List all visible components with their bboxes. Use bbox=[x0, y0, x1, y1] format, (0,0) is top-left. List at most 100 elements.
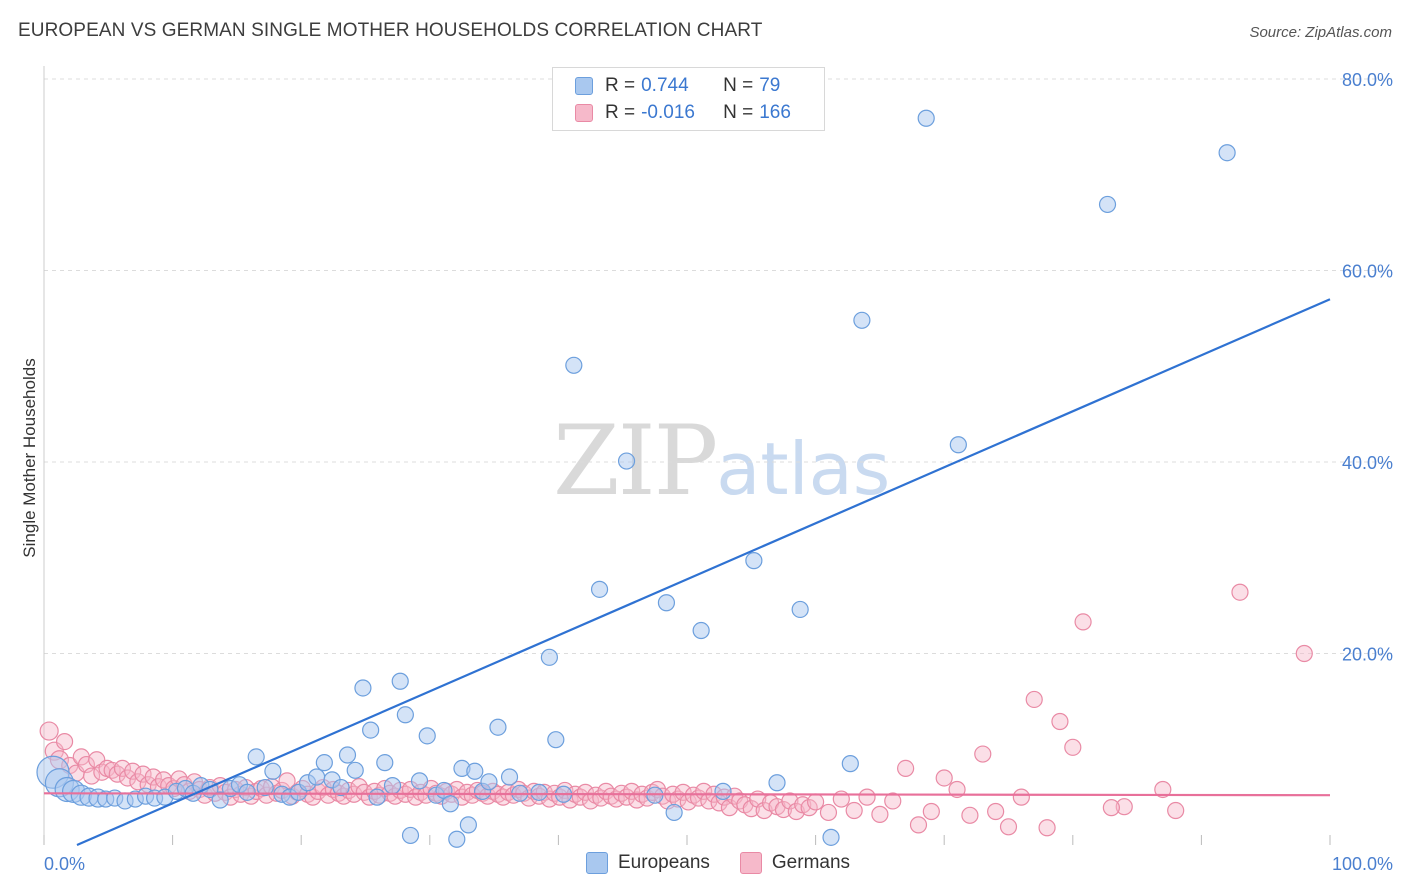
european-point bbox=[949, 436, 967, 454]
european-point bbox=[396, 706, 414, 724]
european-point bbox=[308, 768, 326, 786]
european-point bbox=[768, 774, 786, 792]
chart-title: EUROPEAN VS GERMAN SINGLE MOTHER HOUSEHO… bbox=[18, 20, 763, 41]
european-point bbox=[459, 816, 477, 834]
german-point bbox=[999, 818, 1018, 836]
european-point bbox=[362, 721, 380, 739]
european-point bbox=[530, 783, 548, 801]
series-legend: Europeans Germans bbox=[586, 852, 880, 874]
legend-r-value: -0.016 bbox=[641, 102, 695, 123]
european-point bbox=[410, 772, 429, 790]
german-point bbox=[961, 806, 979, 824]
german-point bbox=[800, 799, 818, 817]
german-point bbox=[781, 792, 799, 810]
german-point bbox=[819, 803, 838, 822]
european-point bbox=[332, 778, 350, 797]
european-point bbox=[1098, 195, 1117, 214]
german-point bbox=[1167, 801, 1185, 820]
european-point bbox=[617, 452, 636, 470]
european-point bbox=[822, 828, 840, 846]
german-point bbox=[1115, 798, 1133, 816]
german-point bbox=[1102, 799, 1120, 817]
german-point bbox=[871, 805, 889, 823]
legend-r-label: R = bbox=[605, 102, 636, 123]
german-point bbox=[82, 767, 101, 785]
legend-row-europeans: R = 0.744 N = 79 bbox=[575, 73, 780, 99]
german-point bbox=[858, 788, 876, 806]
european-point bbox=[841, 755, 859, 773]
legend-n-label: N = bbox=[723, 75, 754, 96]
legend-n-value: 79 bbox=[759, 75, 781, 96]
german-point bbox=[1038, 819, 1056, 837]
european-point bbox=[264, 762, 282, 780]
german-point bbox=[576, 783, 595, 801]
european-point bbox=[383, 777, 402, 795]
european-point bbox=[853, 311, 871, 329]
european-point bbox=[657, 594, 676, 612]
european-point bbox=[238, 783, 256, 801]
european-point bbox=[489, 718, 507, 736]
european-point bbox=[466, 762, 484, 780]
german-point bbox=[1051, 712, 1069, 731]
x-tick-label: 0.0% bbox=[44, 854, 85, 874]
german-point bbox=[884, 792, 902, 810]
european-point bbox=[500, 768, 519, 786]
german-point bbox=[113, 759, 132, 778]
european-point bbox=[391, 672, 409, 690]
european-point bbox=[692, 621, 710, 640]
german-point bbox=[948, 780, 966, 799]
x-tick-label: 100.0% bbox=[1332, 854, 1393, 874]
legend-label-europeans: Europeans bbox=[618, 852, 710, 873]
legend-n-label: N = bbox=[723, 102, 754, 123]
european-point bbox=[247, 748, 265, 766]
european-point bbox=[401, 826, 420, 845]
legend-row-germans: R = -0.016 N = 166 bbox=[575, 100, 791, 126]
germans-swatch-icon bbox=[575, 104, 593, 122]
german-point bbox=[1074, 613, 1092, 631]
german-point bbox=[845, 801, 863, 820]
grid-lines bbox=[44, 78, 1392, 654]
legend-item-germans: Germans bbox=[739, 852, 850, 874]
y-tick-label: 20.0% bbox=[1342, 645, 1393, 665]
germans-points bbox=[39, 583, 1313, 837]
european-point bbox=[665, 803, 683, 822]
tick-labels: 20.0% 40.0% 60.0% 80.0% 0.0% 100.0% bbox=[44, 70, 1393, 874]
german-point bbox=[144, 768, 162, 786]
german-point bbox=[787, 802, 805, 821]
german-point bbox=[1064, 738, 1082, 756]
european-point bbox=[917, 109, 935, 127]
german-point bbox=[806, 793, 825, 811]
german-point bbox=[623, 782, 641, 800]
y-tick-label: 80.0% bbox=[1342, 70, 1393, 90]
german-point bbox=[39, 721, 59, 741]
source-label: Source: ZipAtlas.com bbox=[1249, 24, 1392, 41]
german-point bbox=[897, 759, 915, 778]
germans-trend-line bbox=[43, 792, 1331, 797]
european-point bbox=[338, 746, 357, 764]
europeans-trend-line bbox=[76, 298, 1331, 847]
german-point bbox=[1154, 780, 1172, 799]
european-point bbox=[1218, 144, 1236, 162]
german-point bbox=[1025, 690, 1043, 709]
legend-item-europeans: Europeans bbox=[586, 852, 710, 874]
german-point bbox=[774, 800, 793, 819]
european-point bbox=[441, 795, 459, 813]
european-point bbox=[315, 754, 333, 772]
european-point bbox=[547, 731, 565, 749]
german-point bbox=[134, 765, 152, 783]
europeans-legend-icon bbox=[586, 852, 608, 874]
trend-lines bbox=[43, 298, 1331, 847]
european-point bbox=[714, 782, 732, 800]
europeans-points bbox=[36, 109, 1236, 848]
european-point bbox=[368, 788, 386, 806]
european-point bbox=[256, 778, 274, 797]
german-point bbox=[742, 800, 760, 818]
legend-r-value: 0.744 bbox=[641, 75, 689, 96]
european-point bbox=[346, 761, 364, 779]
europeans-swatch-icon bbox=[575, 77, 593, 95]
european-point bbox=[376, 754, 394, 772]
german-point bbox=[1012, 788, 1030, 806]
german-point bbox=[1295, 644, 1313, 663]
legend-r-label: R = bbox=[605, 75, 636, 96]
